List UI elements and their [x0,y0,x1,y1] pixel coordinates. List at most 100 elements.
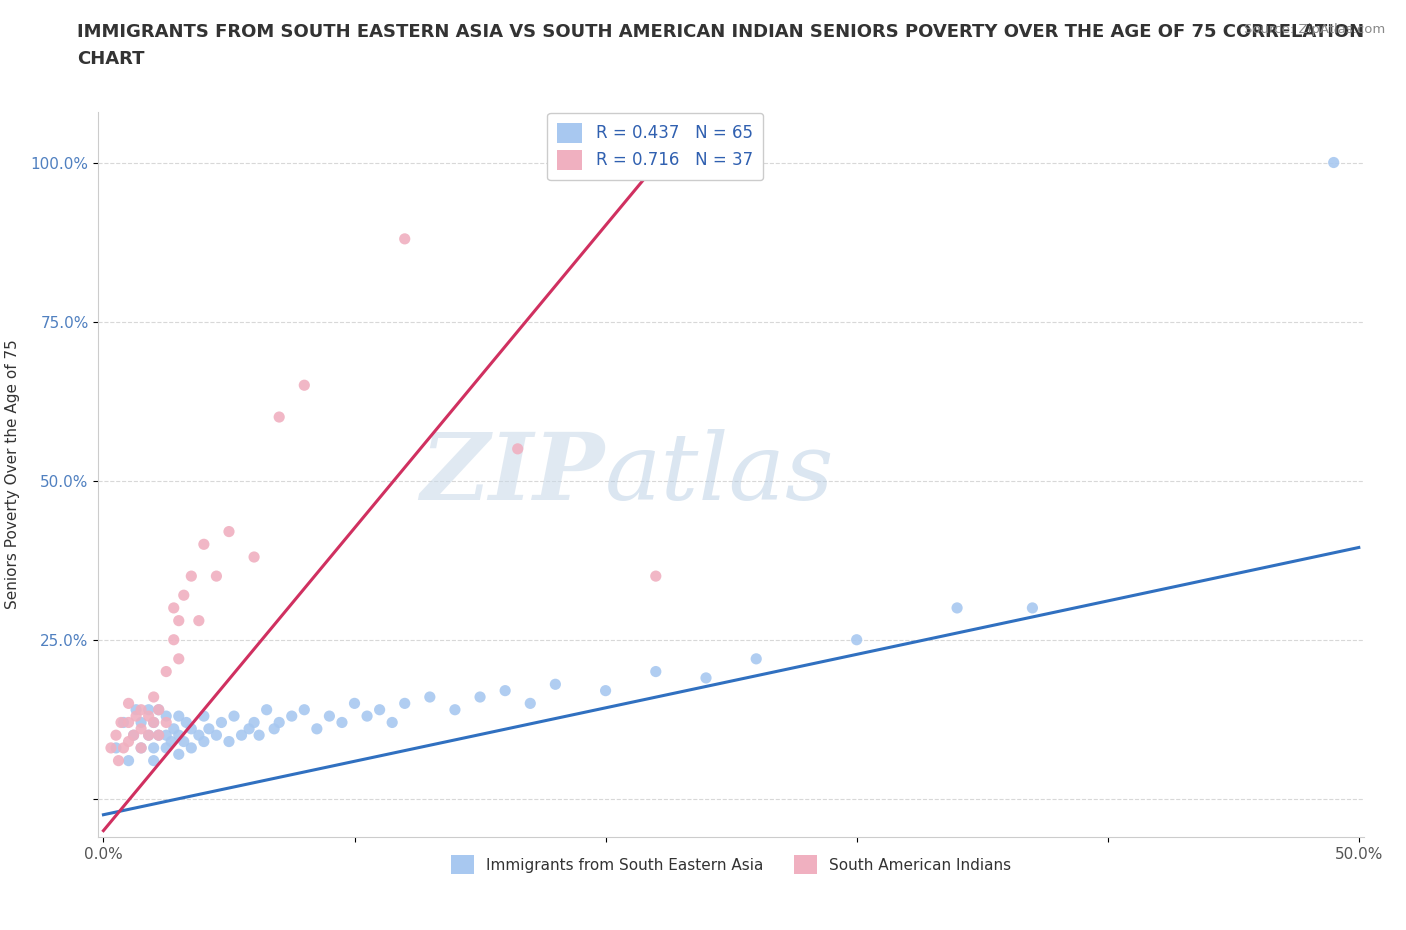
Point [129,740,152,755]
Point [419,689,441,704]
Point [110,715,132,730]
Point [394,232,416,246]
Point [129,715,152,730]
Point [138,728,160,743]
Point [238,722,260,737]
Point [318,709,340,724]
Point [494,684,516,698]
Point [148,728,170,743]
Point [211,715,233,730]
Point [129,740,152,755]
Point [125,709,148,724]
Point [112,740,135,755]
Point [256,702,278,717]
Text: atlas: atlas [605,430,834,519]
Point [160,734,183,749]
Point [205,728,228,743]
Point [343,696,366,711]
Point [155,715,177,730]
Point [122,728,145,743]
Point [117,715,139,730]
Point [506,442,529,457]
Point [117,753,139,768]
Point [368,702,391,717]
Legend: Immigrants from South Eastern Asia, South American Indians: Immigrants from South Eastern Asia, Sout… [444,849,1018,880]
Point [187,613,209,628]
Point [243,550,266,565]
Point [330,715,353,730]
Point [125,702,148,717]
Point [444,702,467,717]
Point [117,734,139,749]
Point [107,753,129,768]
Point [142,689,165,704]
Point [148,702,170,717]
Point [173,588,195,603]
Point [305,722,328,737]
Point [163,601,186,616]
Text: IMMIGRANTS FROM SOUTH EASTERN ASIA VS SOUTH AMERICAN INDIAN SENIORS POVERTY OVER: IMMIGRANTS FROM SOUTH EASTERN ASIA VS SO… [77,23,1364,68]
Y-axis label: Seniors Poverty Over the Age of 75: Seniors Poverty Over the Age of 75 [4,339,20,609]
Point [468,689,491,704]
Point [155,740,177,755]
Point [138,709,160,724]
Point [187,728,209,743]
Point [167,728,190,743]
Point [129,702,152,717]
Point [193,734,215,749]
Point [167,747,190,762]
Point [544,677,567,692]
Point [381,715,404,730]
Point [695,671,717,685]
Point [269,715,291,730]
Point [281,709,304,724]
Point [163,632,186,647]
Point [105,740,128,755]
Point [269,409,291,424]
Text: Source: ZipAtlas.com: Source: ZipAtlas.com [1244,23,1385,36]
Point [155,664,177,679]
Point [142,740,165,755]
Text: ZIP: ZIP [420,430,605,519]
Point [222,709,245,724]
Point [117,696,139,711]
Point [180,568,202,583]
Point [1323,155,1346,170]
Point [263,722,285,737]
Point [198,722,221,737]
Point [193,709,215,724]
Point [180,740,202,755]
Point [138,728,160,743]
Point [356,709,378,724]
Point [946,601,969,616]
Point [142,715,165,730]
Point [644,568,666,583]
Point [243,715,266,730]
Point [167,613,190,628]
Point [218,525,240,539]
Point [148,702,170,717]
Point [155,728,177,743]
Point [247,728,270,743]
Point [1021,601,1043,616]
Point [167,709,190,724]
Point [148,728,170,743]
Point [100,740,122,755]
Point [218,734,240,749]
Point [193,537,215,551]
Point [292,378,315,392]
Point [519,696,541,711]
Point [142,715,165,730]
Point [205,568,228,583]
Point [112,715,135,730]
Point [105,728,128,743]
Point [595,684,617,698]
Point [122,728,145,743]
Point [394,696,416,711]
Point [167,651,190,666]
Point [644,664,666,679]
Point [745,651,768,666]
Point [163,722,186,737]
Point [129,722,152,737]
Point [174,715,197,730]
